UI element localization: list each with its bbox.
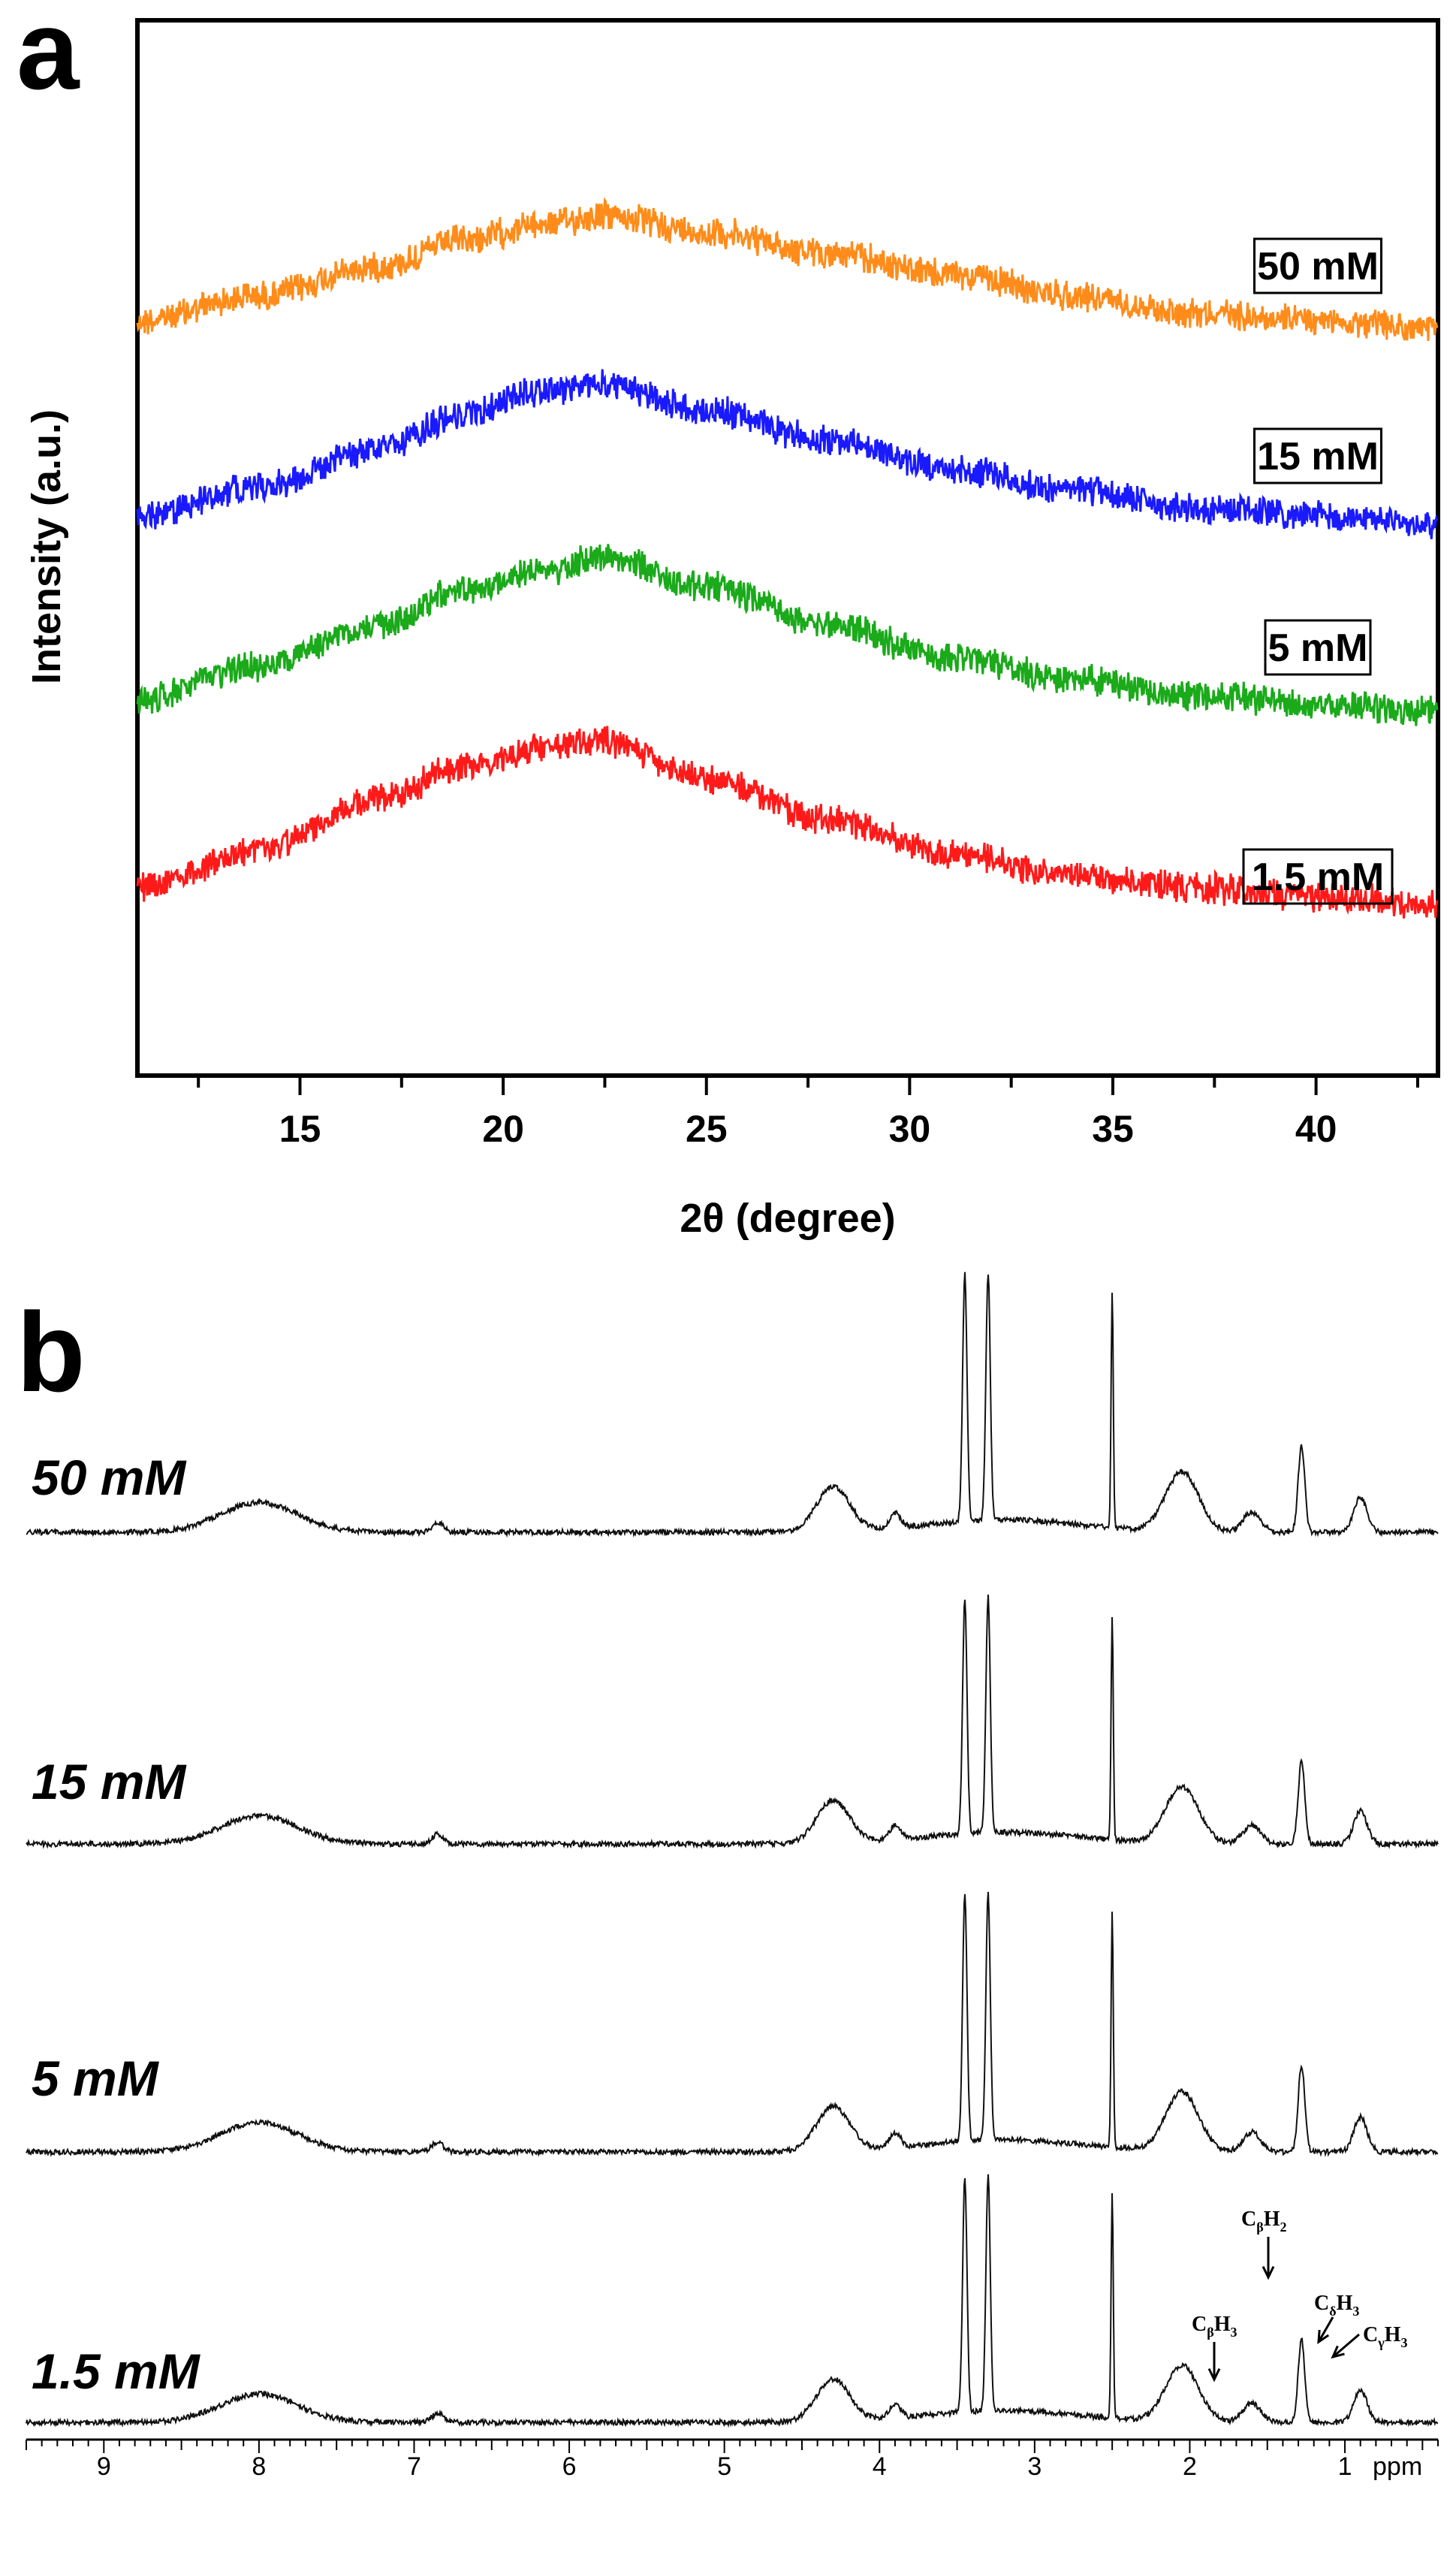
nmr-x-axis: 9 8 7 6 5 4 3 2 1 (26, 2440, 1439, 2481)
nmr-spectrum-line (26, 1891, 1439, 2158)
xrd-tick-label: 15 (279, 1108, 321, 1150)
nmr-concentration-label: 5 mM (32, 2051, 160, 2106)
nmr-concentration-label: 15 mM (32, 1754, 187, 1809)
xrd-legend-box (1242, 848, 1394, 905)
annotation-arrow (1317, 2316, 1334, 2343)
nmr-concentration-labels: 50 mM 15 mM 5 mM 1.5 mM (32, 1450, 201, 2399)
annotation-arrowhead (1262, 2265, 1275, 2280)
nmr-spectra-group (26, 1272, 1439, 2428)
xrd-tick-label: 20 (482, 1108, 524, 1150)
nmr-spectrum-line (26, 2174, 1439, 2428)
xrd-legend-label: 50 mM (1257, 245, 1379, 288)
xrd-tick-label: 35 (1092, 1108, 1134, 1150)
annotation-cgh3: CγH3 (1363, 2323, 1407, 2350)
nmr-tick-label: 8 (252, 2452, 266, 2481)
nmr-tick-label: 1 (1338, 2452, 1352, 2481)
nmr-tick-label: 5 (717, 2452, 731, 2481)
nmr-tick-label: 7 (407, 2452, 421, 2481)
annotation-arrowhead (1317, 2329, 1330, 2344)
xrd-tick-label: 25 (686, 1108, 728, 1150)
nmr-tick-label: 4 (873, 2452, 887, 2481)
nmr-spectrum-line (26, 1272, 1439, 1538)
annotation-arrowhead (1207, 2367, 1221, 2382)
panel-label-b: b (17, 1289, 86, 1415)
xrd-series-line (136, 197, 1439, 342)
xrd-legend-label: 15 mM (1257, 435, 1379, 478)
annotation-arrow (1332, 2333, 1360, 2358)
nmr-concentration-label: 1.5 mM (32, 2343, 201, 2399)
xrd-x-axis-title: 2θ (degree) (680, 1196, 895, 1241)
nmr-concentration-label: 50 mM (32, 1450, 187, 1505)
xrd-legend-box (1264, 619, 1372, 676)
xrd-x-axis: 15 20 25 30 35 40 (197, 1076, 1419, 1150)
xrd-series-line (136, 544, 1439, 726)
nmr-tick-label: 2 (1183, 2452, 1197, 2481)
xrd-plot-frame (135, 18, 1440, 1078)
annotation-cdh3: CδH3 (1314, 2292, 1359, 2319)
annotation-arrowhead (1331, 2345, 1345, 2359)
xrd-y-axis-title: Intensity (a.u.) (24, 409, 69, 684)
nmr-spectrum-line (26, 1595, 1439, 1850)
xrd-legend-box (1253, 427, 1382, 484)
panel-label-a: a (17, 0, 80, 113)
xrd-legend-box (1253, 237, 1382, 294)
nmr-tick-label: 6 (562, 2452, 577, 2481)
xrd-legend: 50 mM 15 mM 5 mM 1.5 mM (1242, 237, 1394, 905)
xrd-legend-label: 1.5 mM (1252, 856, 1384, 899)
nmr-tick-label: 9 (97, 2452, 111, 2481)
xrd-series-line (136, 726, 1439, 919)
xrd-tick-label: 30 (889, 1108, 931, 1150)
xrd-legend-label: 5 mM (1268, 626, 1368, 670)
xrd-series-group (136, 197, 1439, 919)
xrd-series-line (136, 369, 1439, 539)
nmr-x-axis-unit: ppm (1373, 2452, 1422, 2481)
nmr-tick-label: 3 (1027, 2452, 1042, 2481)
annotation-cbh3: CβH3 (1192, 2313, 1237, 2340)
xrd-tick-label: 40 (1295, 1108, 1337, 1150)
annotation-cbh2: CβH2 (1241, 2207, 1287, 2235)
